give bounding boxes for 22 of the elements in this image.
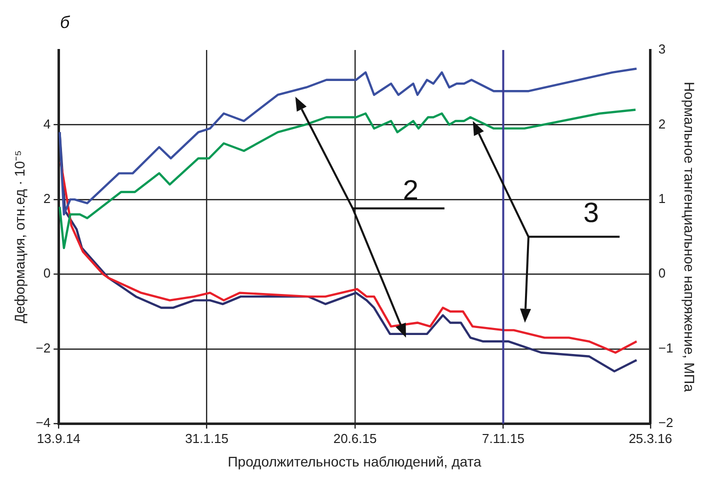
y-tick-label: −4 [36,415,51,430]
y2-tick-label: −2 [658,415,674,430]
y2-axis-title: Нормальное тангенциальное напряжение, МПа [682,82,698,392]
y-axis-title: Деформация, отн.ед · 10⁻⁵ [11,150,28,324]
y-tick-label: −2 [36,340,51,356]
y-tick-label: 0 [43,266,51,281]
x-tick-label: 13.9.14 [36,430,80,446]
y2-tick-label: 3 [658,42,666,57]
annotation: 2 [402,174,419,206]
y2-tick-label: −1 [658,340,674,356]
x-tick-label: 31.1.15 [185,430,229,446]
x-tick-label: 25.3.16 [628,430,672,446]
y-tick-label: 2 [43,191,51,206]
y2-tick-label: 0 [658,266,666,281]
annotation: 3 [583,196,599,228]
x-tick-label: 7.11.15 [482,430,524,446]
text: б [60,13,71,32]
x-axis-title: Продолжительность наблюдений, дата [228,453,482,470]
y2-tick-label: 2 [658,116,666,132]
y2-tick-label: 1 [658,191,666,206]
y-tick-label: 4 [43,116,51,132]
x-tick-label: 20.6.15 [333,430,377,446]
